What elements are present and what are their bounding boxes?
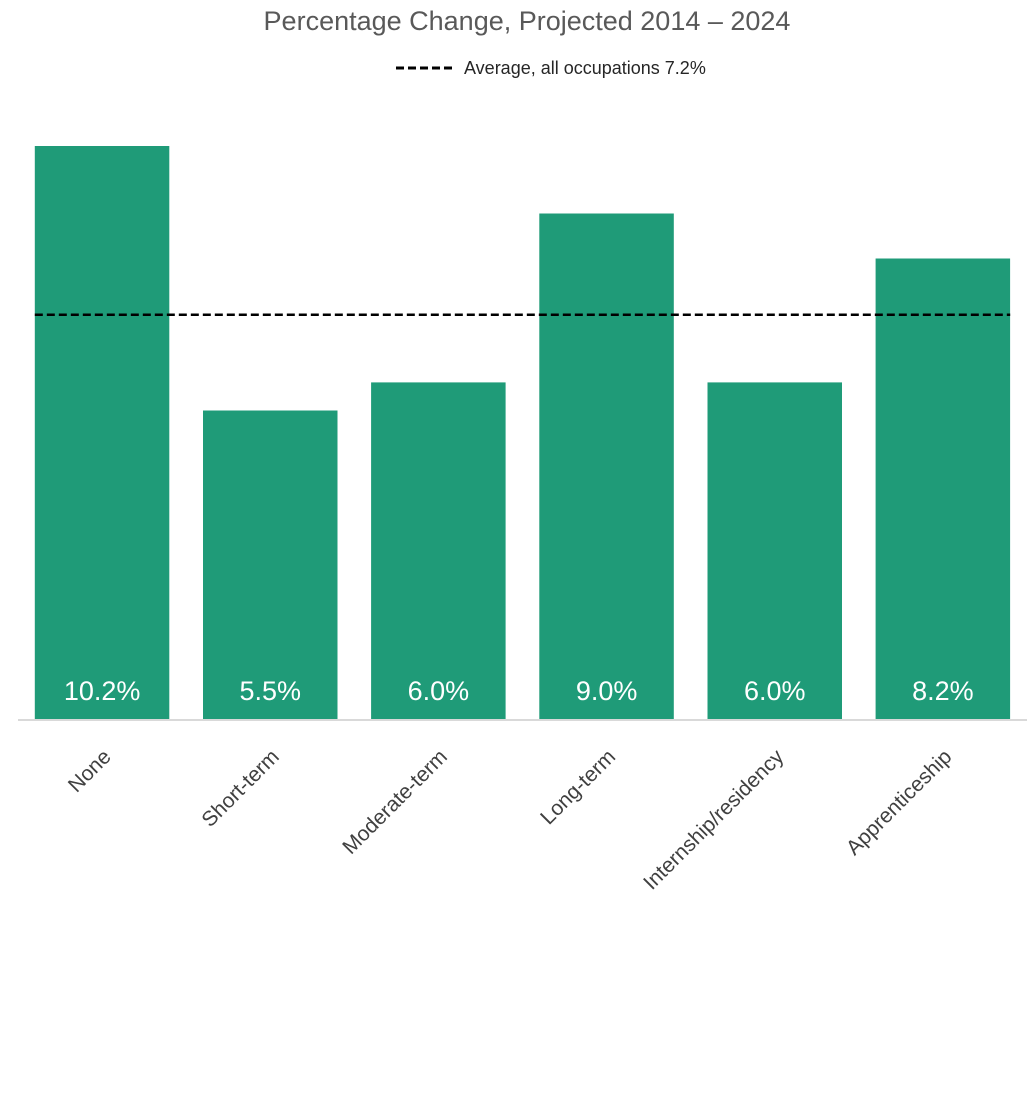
bar-2 (371, 382, 506, 720)
chart-title: Percentage Change, Projected 2014 – 2024 (264, 6, 791, 36)
bars-group (34, 146, 1011, 720)
data-label-1: 5.5% (240, 676, 302, 706)
bar-4 (707, 382, 842, 720)
data-label-5: 8.2% (912, 676, 974, 706)
category-label-4: Internship/residency (639, 745, 789, 895)
data-label-2: 6.0% (408, 676, 470, 706)
data-label-3: 9.0% (576, 676, 638, 706)
category-label-5: Apprenticeship (842, 745, 956, 859)
data-label-0: 10.2% (64, 676, 141, 706)
bar-0 (34, 146, 170, 720)
category-label-2: Moderate-term (338, 745, 452, 859)
bar-1 (203, 410, 338, 720)
bar-3 (539, 213, 674, 720)
legend: Average, all occupations 7.2% (396, 58, 706, 78)
category-labels-group: None Short-term Moderate-term Long-term Inte… (64, 745, 957, 895)
category-label-1: Short-term (197, 745, 283, 831)
legend-label: Average, all occupations 7.2% (464, 58, 706, 78)
category-label-0: None (64, 745, 116, 797)
category-label-3: Long-term (536, 745, 620, 829)
data-labels-group: 10.2% 5.5% 6.0% 9.0% 6.0% 8.2% (64, 676, 974, 706)
bar-5 (875, 258, 1011, 720)
data-label-4: 6.0% (744, 676, 806, 706)
